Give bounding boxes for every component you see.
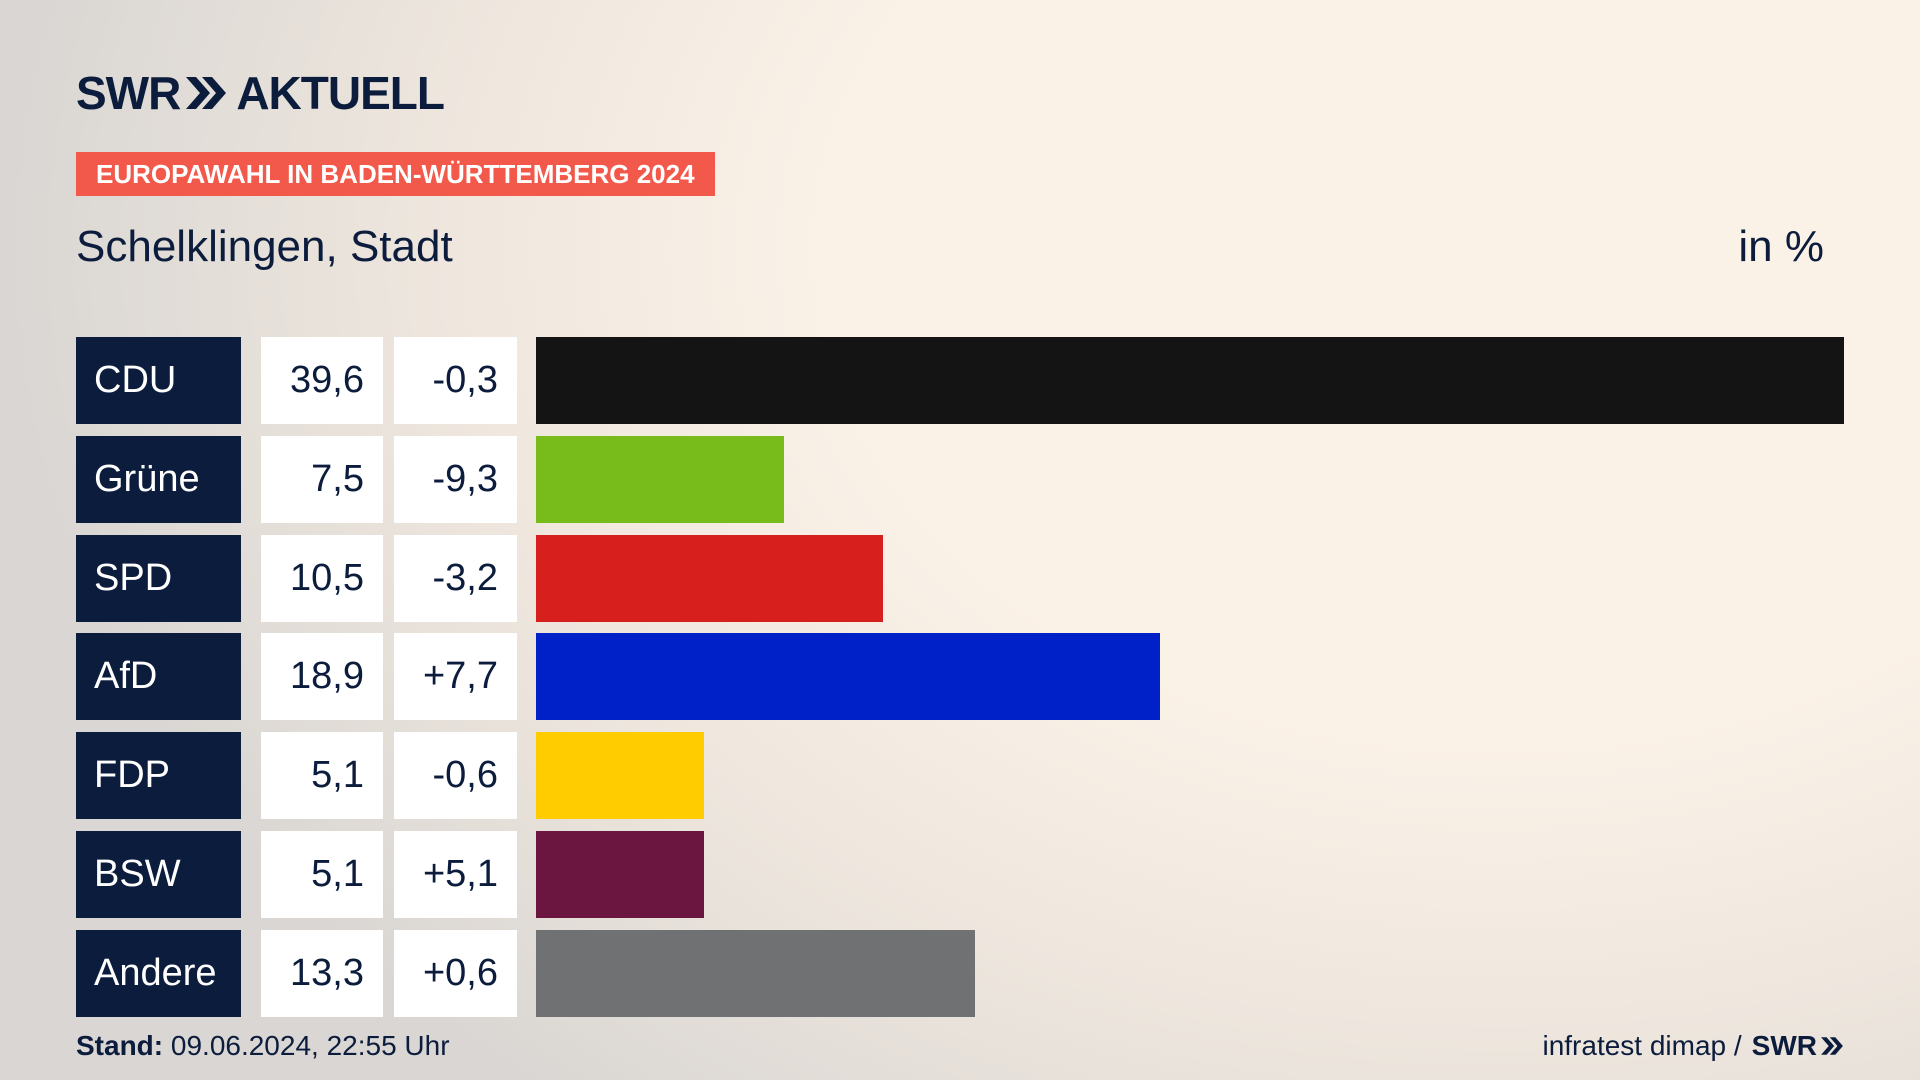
change-label: +5,1 [394,831,517,918]
bar [536,337,1844,424]
footer-stand: Stand: 09.06.2024, 22:55 Uhr [76,1030,450,1062]
change-label: -0,3 [394,337,517,424]
brand-sub: AKTUELL [236,67,445,119]
party-label: BSW [76,831,241,918]
value-label: 13,3 [261,929,383,1017]
value-label: 18,9 [261,633,383,721]
source: infratest dimap / [1542,1030,1742,1061]
party-label: FDP [76,732,241,820]
change-label: +7,7 [394,633,517,721]
unit-label: in % [1738,222,1824,271]
change-label: -9,3 [394,435,517,523]
value-label: 39,6 [261,337,383,424]
party-label: Grüne [76,435,241,523]
bar [536,831,705,918]
value-label: 7,5 [261,435,383,523]
bar [536,534,883,622]
source-arrows [1821,1037,1843,1055]
source-brand: SWR [1751,1030,1817,1061]
banner: EUROPAWAHL IN BADEN-WÜRTTEMBERG 2024 [76,152,715,196]
stand-label: Stand: [76,1030,164,1061]
party-label: AfD [76,633,241,721]
footer-source: infratest dimap / SWR [1542,1030,1844,1062]
value-label: 10,5 [261,534,383,622]
chart-title: Schelklingen, Stadt [76,222,453,271]
bar [536,929,976,1017]
brand-logo: SWR AKTUELL [76,66,445,120]
logo-arrows [186,77,227,109]
party-label: CDU [76,337,241,424]
change-label: -0,6 [394,732,517,820]
brand: SWR [76,67,181,119]
party-label: SPD [76,534,241,622]
bar [536,633,1161,721]
value-label: 5,1 [261,732,383,820]
stand-value: 09.06.2024, 22:55 Uhr [170,1030,450,1061]
party-label: Andere [76,929,241,1017]
value-label: 5,1 [261,831,383,918]
change-label: -3,2 [394,534,517,622]
change-label: +0,6 [394,929,517,1017]
bar [536,732,705,820]
bar [536,435,784,523]
